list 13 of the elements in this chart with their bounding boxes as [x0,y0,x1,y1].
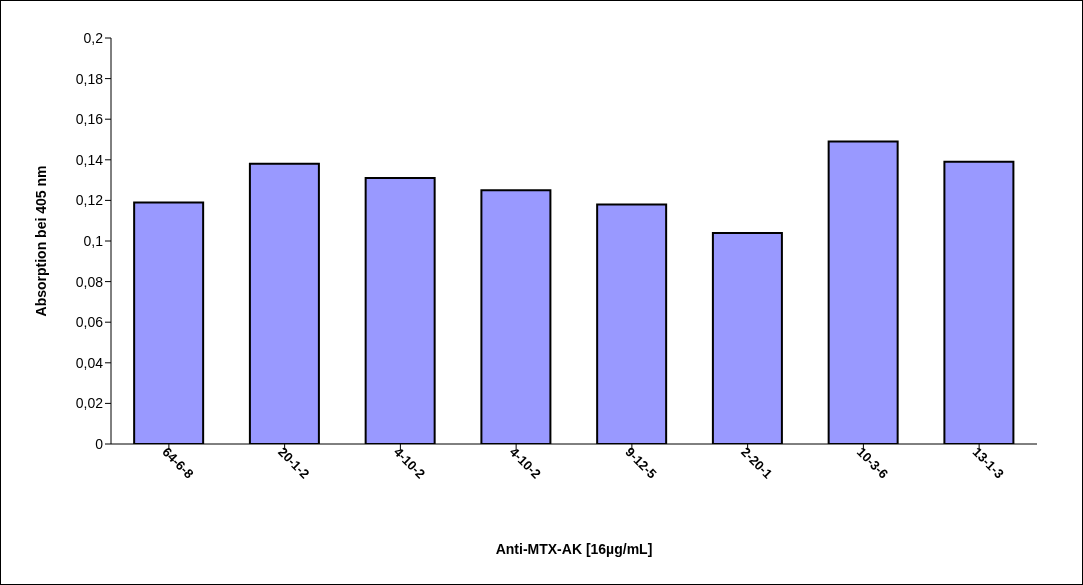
y-tick-label: 0,08 [75,273,104,290]
y-tick-label: 0,18 [75,70,104,87]
y-tick-label: 0,06 [75,314,104,331]
y-axis-title: Absorption bei 405 nm [32,165,49,317]
y-tick-label: 0,2 [83,29,104,46]
y-tick-label: 0,04 [75,354,104,371]
y-tick-label: 0 [95,435,104,452]
y-tick-label: 0,1 [83,232,104,249]
y-tick-label: 0,14 [75,151,104,168]
x-axis-title: Anti-MTX-AK [16µg/mL] [495,541,653,557]
y-tick-label: 0,02 [75,395,104,412]
y-tick-label: 0,12 [75,192,104,209]
y-tick-label: 0,16 [75,111,104,128]
